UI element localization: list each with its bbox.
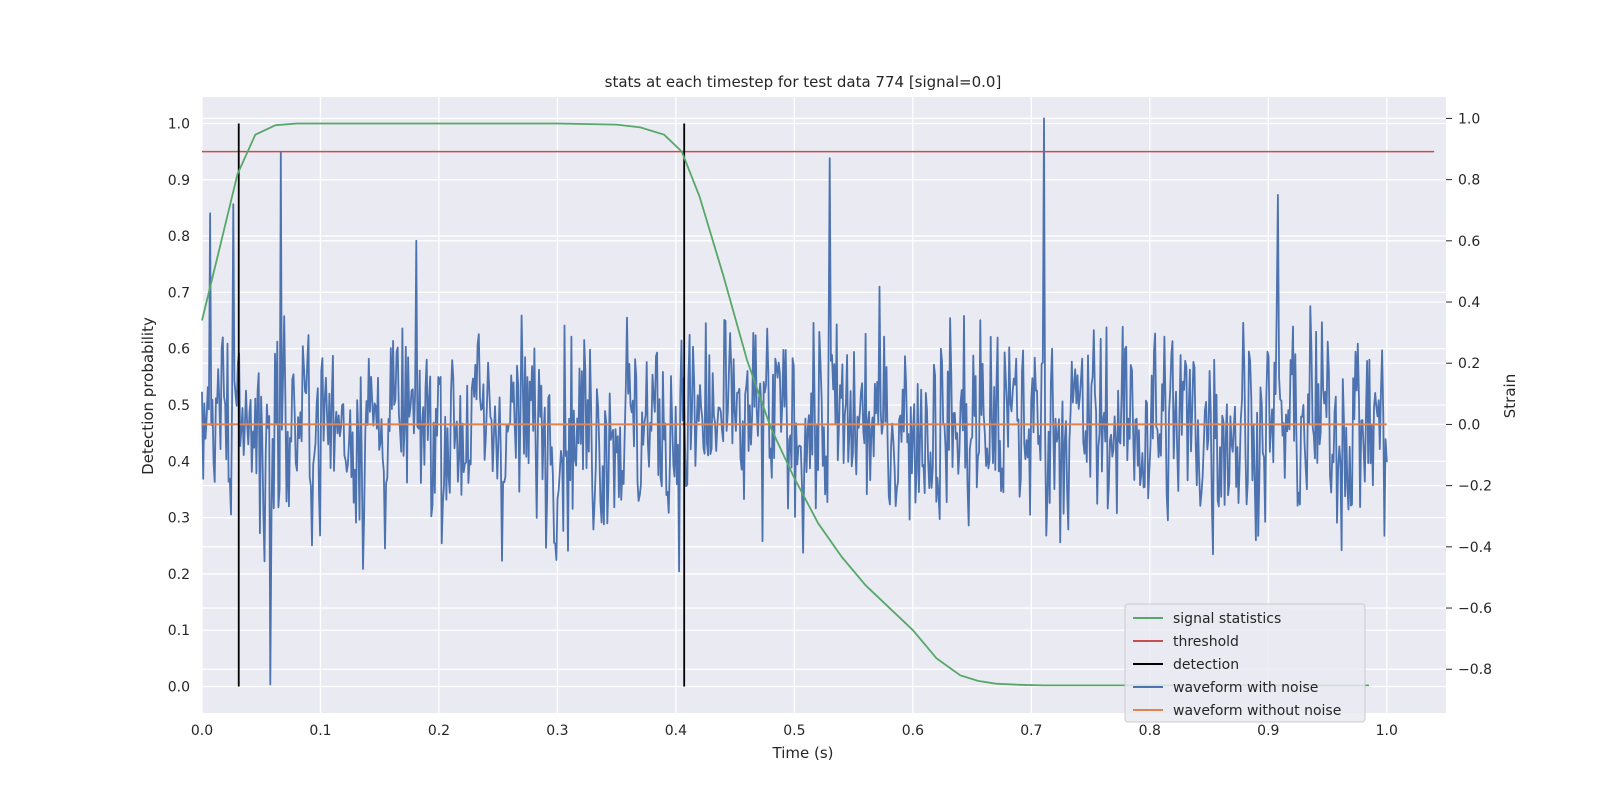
y2-tick-label: −0.2	[1458, 479, 1492, 495]
series-signal-statistics	[201, 122, 1369, 687]
legend-label: detection	[1173, 657, 1239, 673]
x-tick-label: 1.0	[1376, 723, 1398, 739]
legend-label: waveform without noise	[1173, 703, 1341, 719]
y-tick-label: 0.9	[168, 173, 190, 189]
y2-tick-label: −0.6	[1458, 601, 1492, 617]
y-axis-label: Detection probability	[139, 317, 157, 475]
x-tick-label: 0.7	[1020, 723, 1042, 739]
x-tick-label: 0.6	[902, 723, 924, 739]
y-tick-label: 0.0	[168, 680, 190, 696]
y2-tick-label: 0.4	[1458, 295, 1480, 311]
series-waveform-with-noise	[201, 117, 1388, 686]
y-tick-label: 1.0	[168, 116, 190, 132]
left-axis: 0.0 0.1 0.2 0.3 0.4 0.5 0.6 0.7 0.8 0.9 1.0	[168, 116, 190, 695]
right-axis: −0.8 −0.6 −0.4 −0.2 0.0 0.2 0.4 0.6 0.8 1.0	[1446, 111, 1492, 678]
x-tick-label: 0.5	[783, 723, 805, 739]
x-tick-label: 0.1	[309, 723, 331, 739]
y2-tick-label: 0.0	[1458, 417, 1480, 433]
y-tick-label: 0.7	[168, 285, 190, 301]
y2-tick-label: 0.2	[1458, 356, 1480, 372]
y2-tick-label: −0.4	[1458, 540, 1492, 556]
legend-label: waveform with noise	[1173, 680, 1318, 696]
y-tick-label: 0.3	[168, 511, 190, 527]
x-tick-label: 0.4	[665, 723, 687, 739]
x-tick-label: 0.2	[428, 723, 450, 739]
chart-title: stats at each timestep for test data 774…	[605, 73, 1002, 91]
legend-label: threshold	[1173, 634, 1239, 650]
y2-tick-label: 1.0	[1458, 111, 1480, 127]
y-tick-label: 0.2	[168, 567, 190, 583]
legend: signal statistics threshold detection wavef…	[1124, 603, 1366, 723]
y-tick-label: 0.4	[168, 454, 190, 470]
legend-label: signal statistics	[1173, 611, 1281, 627]
y-tick-label: 0.6	[168, 342, 190, 358]
y2-tick-label: 0.8	[1458, 173, 1480, 189]
x-tick-label: 0.8	[1139, 723, 1161, 739]
series-layer	[201, 117, 1435, 687]
x-axis-label: Time (s)	[772, 744, 834, 762]
y-tick-label: 0.1	[168, 623, 190, 639]
x-tick-label: 0.3	[546, 723, 568, 739]
x-axis: 0.0 0.1 0.2 0.3 0.4 0.5 0.6 0.7 0.8 0.9 1.0	[191, 723, 1398, 739]
y2-tick-label: 0.6	[1458, 234, 1480, 250]
legend-box	[1124, 603, 1366, 723]
x-tick-label: 0.9	[1257, 723, 1279, 739]
y2-tick-label: −0.8	[1458, 662, 1492, 678]
y2-axis-label: Strain	[1501, 374, 1519, 418]
x-tick-label: 0.0	[191, 723, 213, 739]
y-tick-label: 0.8	[168, 229, 190, 245]
y-tick-label: 0.5	[168, 398, 190, 414]
